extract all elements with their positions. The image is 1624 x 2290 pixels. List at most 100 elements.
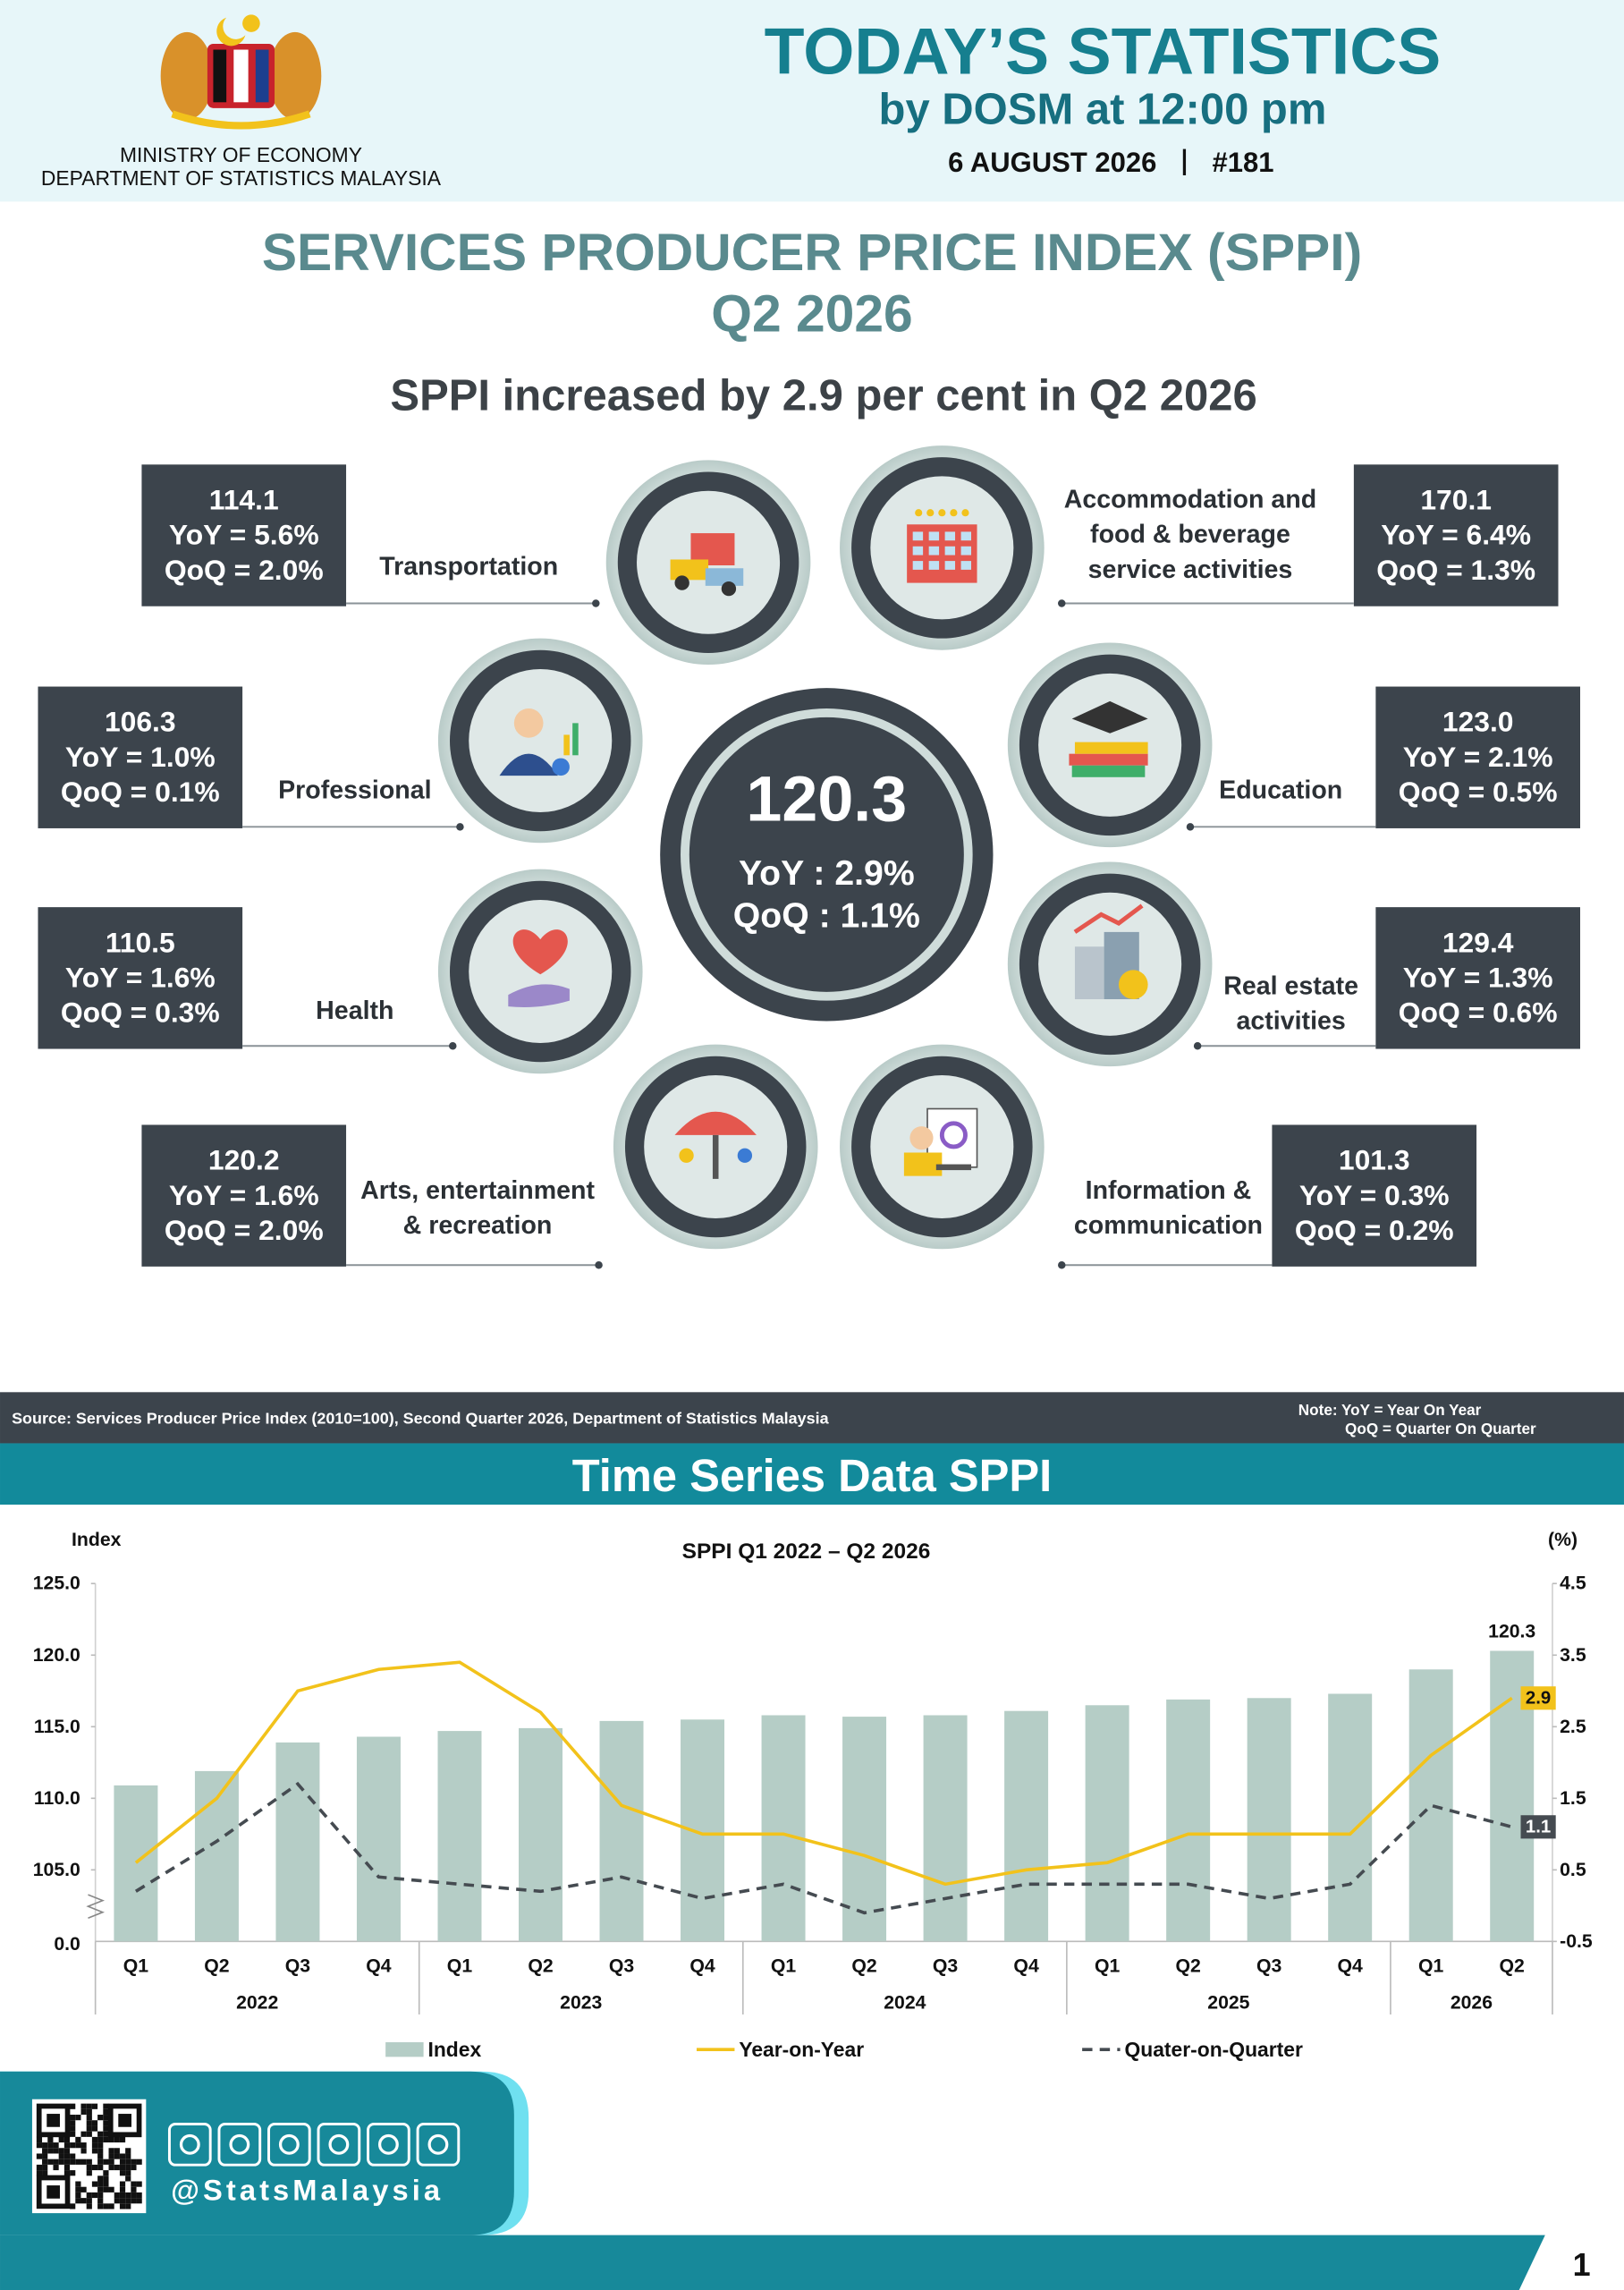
icon-part — [674, 575, 689, 590]
qr-cell — [70, 2125, 76, 2132]
qr-cell — [86, 2203, 92, 2209]
icon-part — [1071, 700, 1148, 734]
line-series — [134, 1781, 1513, 1915]
line-value-label: 2.9 — [1526, 1688, 1551, 1708]
qr-cell — [97, 2176, 104, 2182]
qr-cell — [80, 2186, 87, 2192]
qr-cell — [42, 2159, 48, 2165]
qr-cell — [103, 2159, 109, 2165]
qr-cell — [91, 2103, 98, 2109]
sector-label: food & beverage — [1090, 521, 1290, 549]
source: Source: Services Producer Price Index (2… — [12, 1410, 830, 1428]
qr-cell — [47, 2142, 54, 2149]
icon-part — [572, 723, 579, 756]
qr-cell — [108, 2153, 114, 2159]
qr-cell — [75, 2142, 81, 2149]
y2-tick-label: -0.5 — [1560, 1931, 1593, 1952]
qr-cell — [70, 2115, 76, 2121]
qr-cell — [58, 2159, 64, 2165]
qr-cell — [63, 2153, 71, 2159]
bar — [923, 1715, 968, 1942]
social-icon-mark — [229, 2133, 250, 2155]
icon-part — [960, 531, 972, 541]
leader-dot — [1058, 599, 1066, 607]
qr-cell — [131, 2198, 137, 2204]
sector-qoq: QoQ = 0.1% — [61, 776, 220, 808]
qr-cell — [103, 2170, 109, 2176]
icon-part — [961, 509, 969, 517]
qr-cell — [131, 2159, 137, 2165]
leader-dot — [1186, 823, 1195, 831]
qr-cell — [36, 2136, 43, 2143]
qr-cell — [103, 2136, 109, 2143]
social-icon — [367, 2123, 410, 2167]
x-tick-label: Q2 — [1500, 1956, 1525, 1977]
overall-circle — [660, 688, 994, 1022]
sector-box — [141, 1124, 347, 1267]
qr-cell — [125, 2198, 131, 2204]
chart: SPPI Q1 2022 – Q2 2026 Index (%) 105.0 110.0… — [33, 1530, 1593, 2061]
qr-cell — [97, 2115, 104, 2121]
qr-cell — [91, 2136, 98, 2143]
qr-cell — [97, 2181, 104, 2187]
sector-yoy: YoY = 2.1% — [1403, 741, 1553, 773]
qr-cell — [103, 2108, 109, 2116]
icon-part — [737, 1148, 753, 1163]
y-break-label: 0.0 — [54, 1934, 80, 1955]
qr-cell — [97, 2192, 104, 2199]
bar — [599, 1720, 644, 1942]
sector-label: communication — [1074, 1211, 1263, 1240]
qr-cell — [63, 2159, 71, 2165]
qr-cell — [119, 2170, 126, 2176]
sector-box — [1375, 907, 1580, 1049]
x-tick-label: Q1 — [447, 1956, 473, 1977]
icon-part — [928, 546, 940, 556]
qr-cell — [97, 2203, 104, 2209]
qr-cell — [131, 2181, 137, 2187]
sector-label: Professional — [278, 776, 431, 804]
value-label-bg — [1520, 1815, 1556, 1839]
sector-index: 110.5 — [106, 926, 175, 958]
x-tick-label: Q2 — [1175, 1956, 1200, 1977]
sector-index: 120.2 — [208, 1144, 280, 1176]
qr-cell — [136, 2159, 142, 2165]
qr-cell — [114, 2192, 120, 2199]
qr-cell — [42, 2148, 48, 2154]
sector-label: & recreation — [403, 1211, 553, 1240]
sector-box — [38, 907, 243, 1049]
qr-cell — [114, 2136, 120, 2143]
qr-cell — [75, 2198, 81, 2204]
bar — [437, 1731, 482, 1942]
y-tick-label: 115.0 — [34, 1717, 80, 1737]
y-tick-label: 110.0 — [34, 1788, 80, 1809]
qr-cell — [97, 2198, 104, 2204]
qr-cell — [119, 2159, 126, 2165]
qr-cell — [97, 2186, 104, 2192]
qr-cell — [119, 2186, 126, 2192]
qr-cell — [91, 2120, 98, 2126]
overall-index: 120.3 — [746, 763, 907, 835]
bar — [842, 1717, 887, 1942]
x-tick-label: Q3 — [285, 1956, 311, 1977]
qr-cell — [97, 2142, 104, 2149]
sector-qoq: QoQ = 0.6% — [1399, 997, 1558, 1029]
icon-part — [552, 758, 570, 776]
sector-label: Arts, entertainment — [360, 1176, 595, 1205]
header-title: TODAY’S STATISTICS — [765, 14, 1442, 89]
qr-finder — [47, 2185, 60, 2199]
qr-cell — [125, 2153, 131, 2159]
bar — [1408, 1669, 1453, 1942]
y-tick-label: 125.0 — [33, 1573, 80, 1594]
icon-part — [721, 581, 737, 597]
qr-cell — [75, 2136, 81, 2143]
icon-part — [670, 559, 709, 581]
overall-yoy: YoY : 2.9% — [739, 854, 915, 893]
qr-cell — [131, 2186, 137, 2192]
sector-label: Education — [1219, 776, 1342, 804]
legend-label: Quater-on-Quarter — [1124, 2038, 1303, 2061]
qr-cell — [125, 2176, 131, 2182]
sector-label: Real estate — [1223, 971, 1358, 1000]
icon-part — [960, 561, 972, 570]
qr-cell — [125, 2159, 131, 2165]
